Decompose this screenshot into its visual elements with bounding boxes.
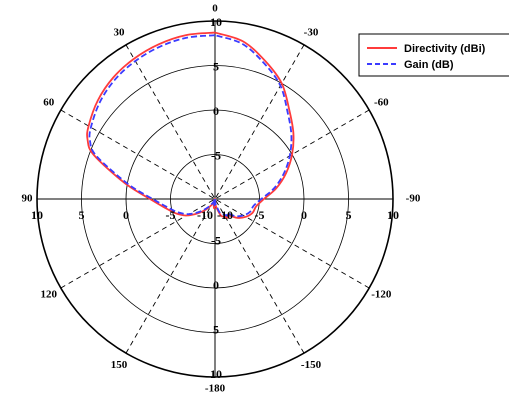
angle-label-0: 0 bbox=[212, 3, 218, 15]
angle-label-60: 60 bbox=[43, 97, 55, 109]
legend-label-directivity: Directivity (dBi) bbox=[404, 43, 486, 55]
tick-right--5: -5 bbox=[255, 208, 265, 222]
tick-left-0: 0 bbox=[123, 208, 129, 222]
tick-top-0: 0 bbox=[213, 104, 219, 118]
tick-center-right: -10 bbox=[217, 208, 233, 222]
tick-bottom-10: 10 bbox=[210, 367, 222, 381]
angle-label-120: 120 bbox=[40, 289, 57, 301]
tick-bottom-5: 5 bbox=[213, 322, 219, 336]
angle-labels: 0 30 -30 60 -60 90 -90 120 -120 150 -150 -180 bbox=[22, 3, 421, 394]
angle-label-150: 150 bbox=[111, 359, 128, 371]
series-line-gain bbox=[88, 34, 293, 218]
series-layer bbox=[86, 31, 295, 219]
tick-right-0: 0 bbox=[301, 208, 307, 222]
tick-left-10: 10 bbox=[31, 208, 43, 222]
tick-top--5: -5 bbox=[211, 148, 221, 162]
angle-label-90: 90 bbox=[22, 193, 34, 205]
legend-box bbox=[358, 33, 509, 77]
legend-label-gain: Gain (dB) bbox=[404, 59, 454, 71]
tick-center-left: -10 bbox=[197, 208, 213, 222]
tick-left--5: -5 bbox=[166, 208, 176, 222]
tick-top-10: 10 bbox=[210, 15, 222, 29]
angle-label-30: 30 bbox=[114, 26, 126, 38]
polar-grid bbox=[36, 20, 394, 378]
angle-label--150: -150 bbox=[301, 359, 322, 371]
angle-label--60: -60 bbox=[374, 97, 389, 109]
tick-right-5: 5 bbox=[346, 208, 352, 222]
angle-label--30: -30 bbox=[304, 26, 319, 38]
legend: Directivity (dBi) Gain (dB) bbox=[358, 33, 509, 77]
tick-right-10: 10 bbox=[387, 208, 399, 222]
radial-tick-labels: 10 10 10 10 5 5 5 5 0 0 0 0 -5 -5 -5 -5 -10 -10 bbox=[31, 15, 399, 381]
tick-top-5: 5 bbox=[213, 59, 219, 73]
tick-bottom-0: 0 bbox=[213, 278, 219, 292]
tick-left-5: 5 bbox=[79, 208, 85, 222]
series-line-directivity bbox=[86, 31, 295, 219]
tick-bottom--5: -5 bbox=[211, 233, 221, 247]
angle-label-180: -180 bbox=[205, 383, 226, 394]
angle-label--90: -90 bbox=[406, 193, 421, 205]
angle-label--120: -120 bbox=[371, 289, 392, 301]
